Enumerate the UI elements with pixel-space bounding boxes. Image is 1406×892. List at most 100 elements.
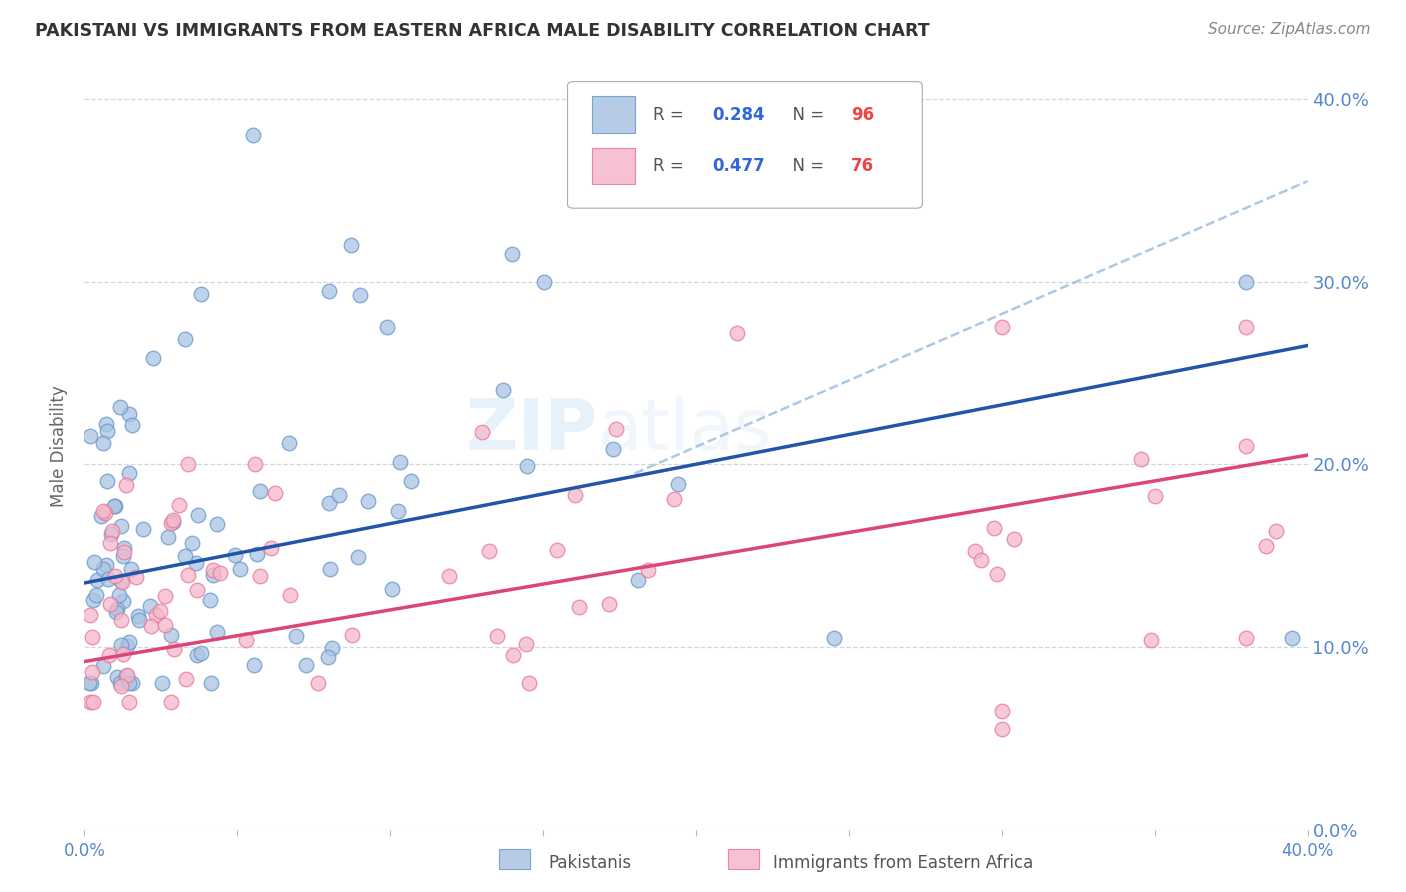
Point [208,566,231,581]
Point [1130,452,1153,467]
Point [568,600,591,615]
Point [347,550,370,565]
Point [177,457,200,471]
Text: Immigrants from Eastern Africa: Immigrants from Eastern Africa [773,855,1033,872]
FancyBboxPatch shape [592,147,636,185]
Text: 0.284: 0.284 [711,105,765,124]
Point [340,628,363,642]
Point [91,435,114,450]
Point [79,676,101,690]
Point [93,504,115,518]
Point [162,513,184,527]
Point [111,574,134,589]
Point [112,541,135,555]
Point [118,695,141,709]
Point [502,247,524,261]
Point [264,486,287,500]
Point [91,562,114,576]
Point [100,527,122,541]
Point [115,668,138,682]
Point [149,604,172,618]
Text: R =: R = [654,157,689,175]
Point [478,544,501,558]
Point [328,488,350,502]
Point [145,608,167,623]
Point [96,474,118,488]
Point [242,658,264,673]
Point [516,459,538,474]
Point [519,676,541,690]
Point [970,553,993,567]
Point [153,618,176,632]
Point [96,572,118,586]
Point [349,288,371,302]
Point [84,588,107,602]
Point [1256,539,1278,553]
Point [249,568,271,582]
Point [162,515,184,529]
Point [186,648,208,663]
Point [80,665,103,679]
Point [121,676,143,690]
Point [202,568,225,582]
Point [131,522,153,536]
Point [90,508,112,523]
Point [104,568,127,582]
Point [725,326,748,340]
Point [96,417,118,432]
Point [98,597,121,611]
Point [91,658,114,673]
Point [598,597,620,611]
Point [502,648,524,663]
Point [260,541,283,556]
Point [1236,275,1258,289]
Text: PAKISTANI VS IMMIGRANTS FROM EASTERN AFRICA MALE DISABILITY CORRELATION CHART: PAKISTANI VS IMMIGRANTS FROM EASTERN AFR… [35,22,929,40]
Point [201,563,224,577]
Y-axis label: Male Disability: Male Disability [51,385,69,507]
Point [82,695,104,709]
Point [318,649,340,664]
Point [307,676,329,690]
Point [103,499,125,513]
Point [1140,633,1163,648]
Point [246,547,269,561]
Point [190,286,212,301]
Point [127,609,149,624]
Text: Source: ZipAtlas.com: Source: ZipAtlas.com [1208,22,1371,37]
Point [235,633,257,648]
Point [118,466,141,480]
Point [485,629,508,643]
FancyBboxPatch shape [592,96,636,133]
Point [177,567,200,582]
Point [224,548,246,562]
FancyBboxPatch shape [499,849,530,869]
Point [602,442,624,456]
Point [1236,320,1258,334]
Point [110,613,132,627]
Point [1002,532,1025,546]
Point [991,704,1014,718]
Point [142,351,165,365]
Point [205,516,228,531]
Point [139,619,162,633]
Text: 0.477: 0.477 [711,157,765,175]
Point [991,722,1014,736]
Point [278,588,301,602]
Point [139,599,162,613]
Point [546,542,568,557]
Point [319,561,342,575]
Point [437,568,460,582]
Point [294,658,316,673]
Point [160,695,183,709]
Point [318,496,340,510]
Point [242,128,264,143]
Point [110,680,132,694]
Point [986,567,1008,582]
Point [111,549,134,564]
Point [125,570,148,584]
Point [200,592,222,607]
Point [108,588,131,602]
Point [381,582,404,596]
Point [515,637,537,651]
Text: 76: 76 [851,157,875,175]
